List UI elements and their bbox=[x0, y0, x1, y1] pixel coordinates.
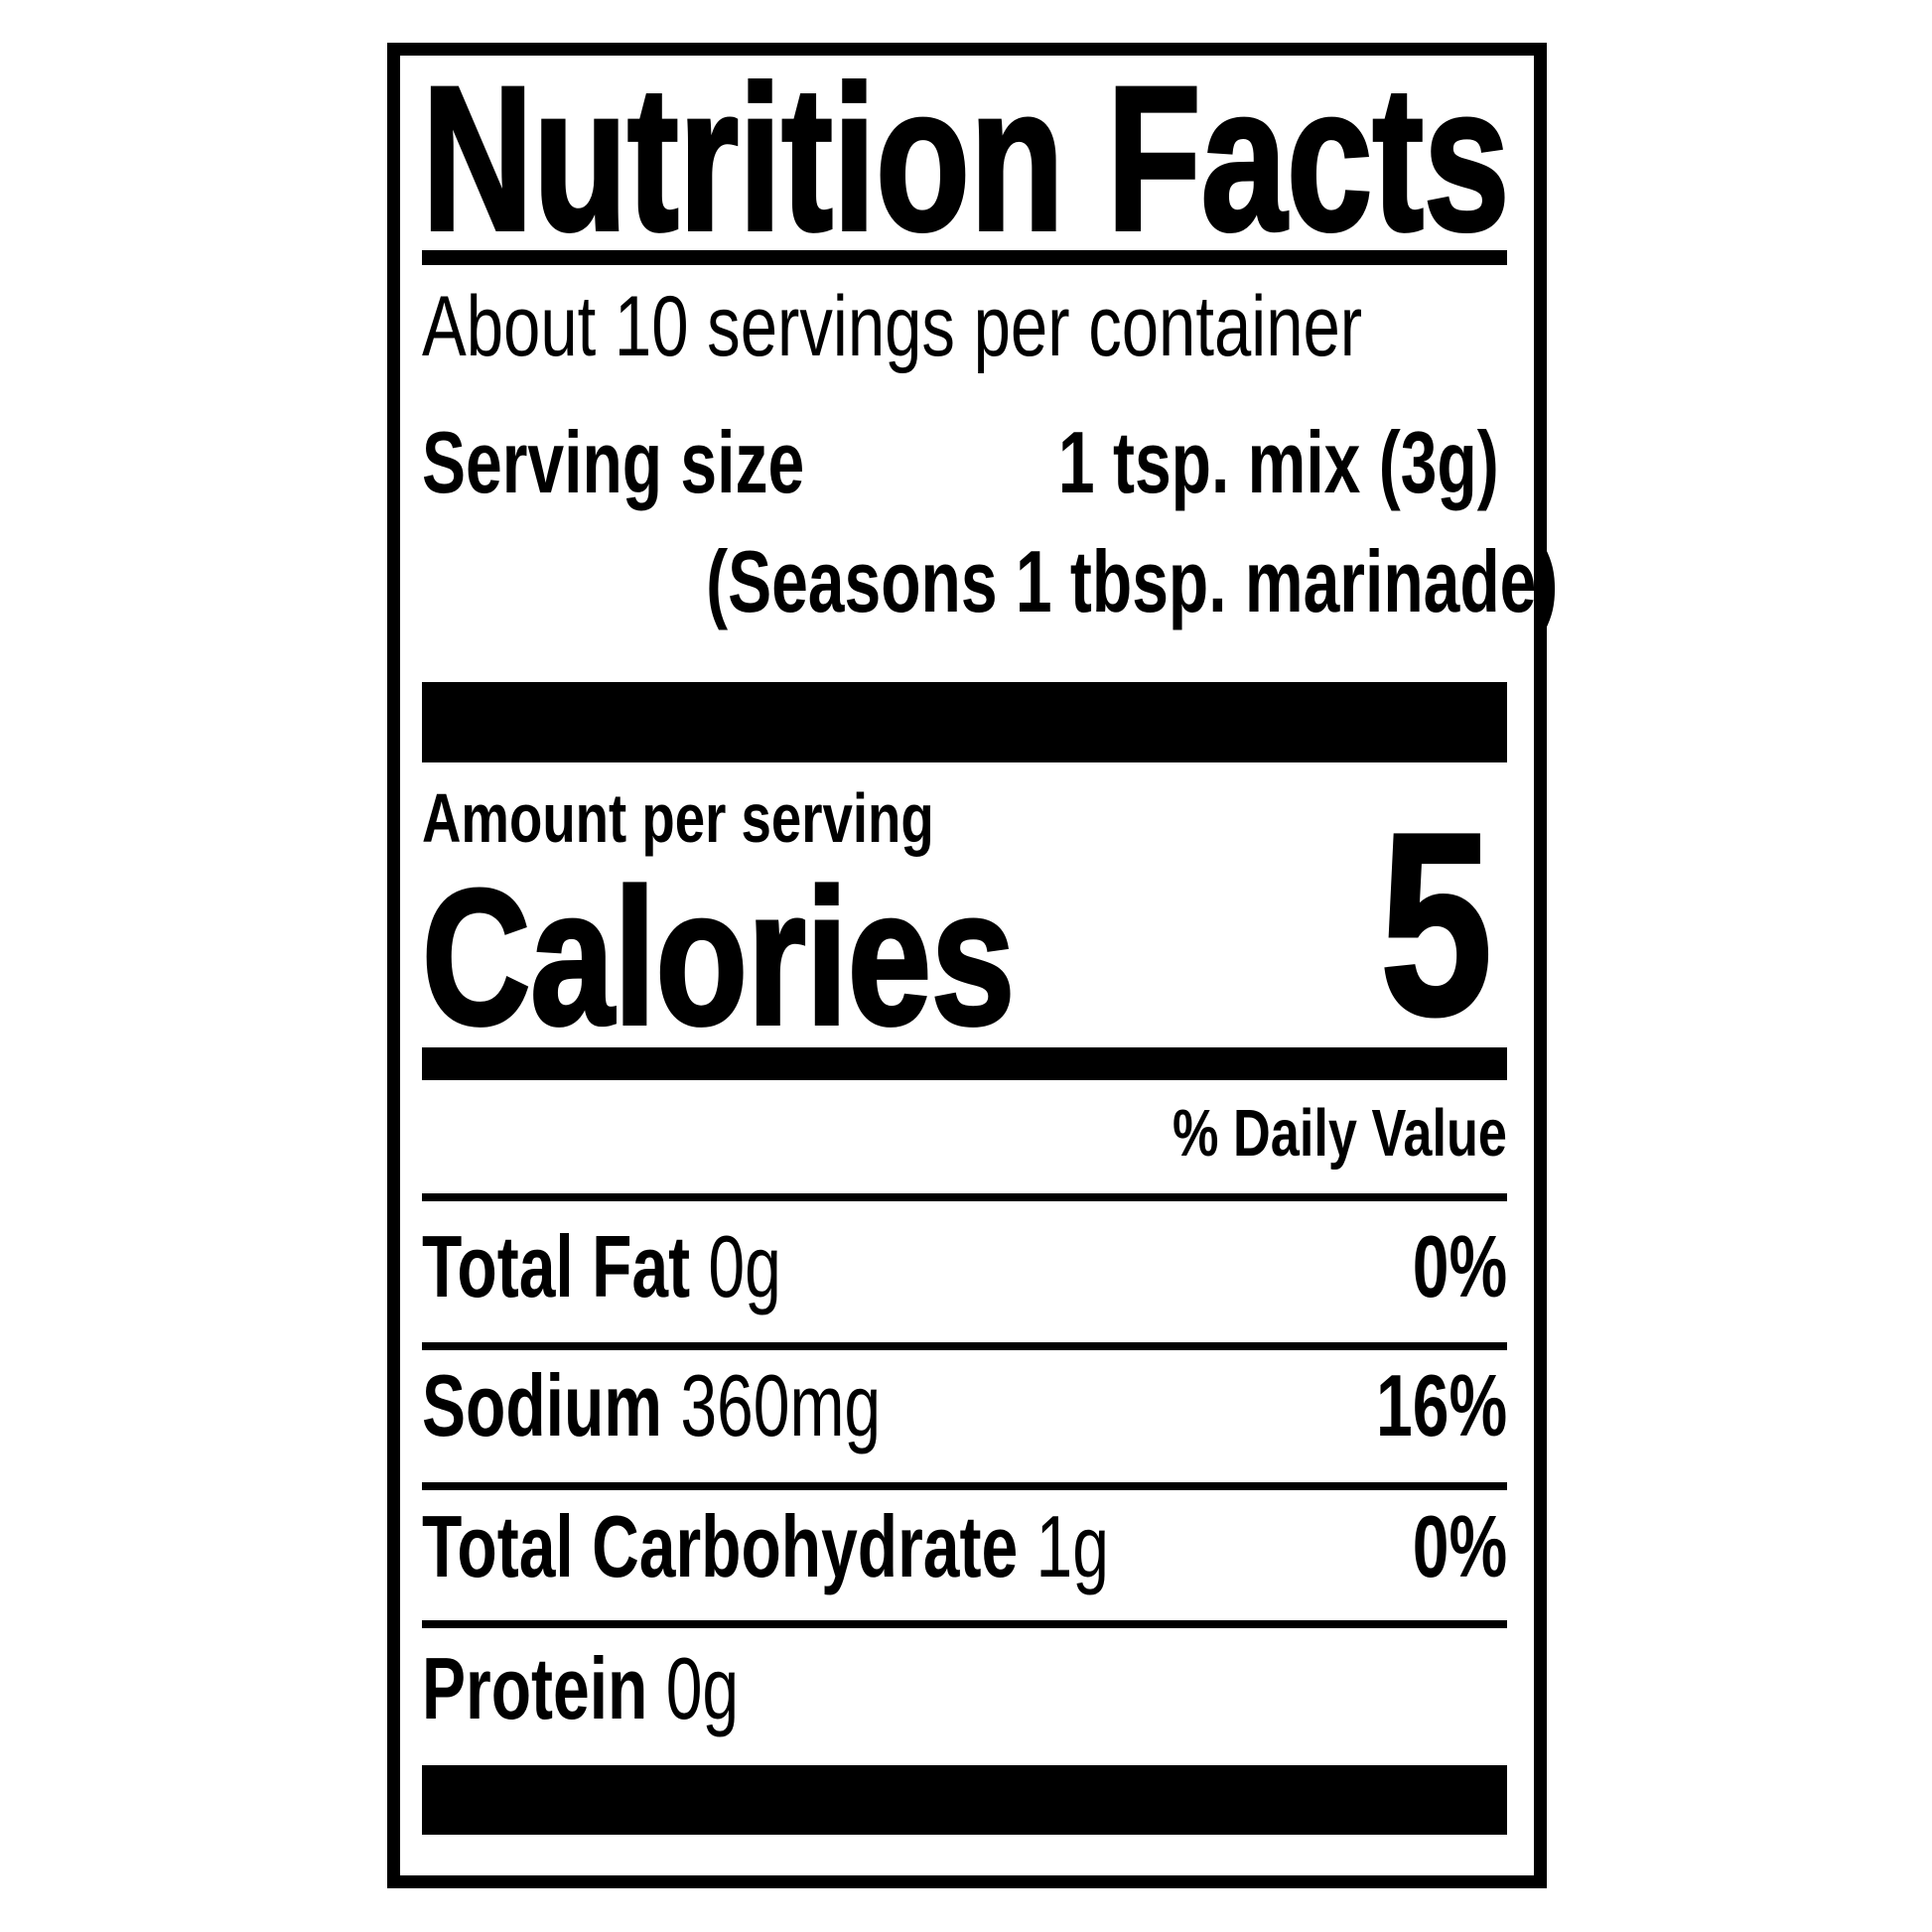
serving-size-row: Serving size 1 tsp. mix (3g) bbox=[422, 419, 1507, 506]
label-title: Nutrition Facts bbox=[421, 44, 1511, 273]
nutrient-amount: 0g bbox=[665, 1639, 740, 1737]
nutrient-name: Protein bbox=[422, 1639, 648, 1737]
label-title-row: Nutrition Facts bbox=[421, 44, 1511, 273]
divider-rule bbox=[422, 1620, 1507, 1628]
serving-size-note-row: (Seasons 1 tbsp. marinade) bbox=[422, 538, 1558, 625]
servings-per-container: About 10 servings per container bbox=[422, 279, 1363, 374]
divider-rule bbox=[422, 1342, 1507, 1350]
serving-size-value: 1 tsp. mix (3g) bbox=[1058, 413, 1499, 511]
serving-size-label: Serving size bbox=[422, 413, 805, 511]
calories-value-row: 5 bbox=[422, 780, 1507, 1069]
nutrient-amount: 0g bbox=[708, 1217, 781, 1315]
nutrient-row-sodium: Sodium 360mg 16% bbox=[422, 1362, 1507, 1449]
daily-value-header: % Daily Value bbox=[1173, 1096, 1507, 1171]
nutrient-row-total-fat: Total Fat 0g 0% bbox=[422, 1223, 1507, 1311]
nutrient-name: Total Carbohydrate bbox=[422, 1497, 1019, 1595]
calories-value: 5 bbox=[1378, 780, 1493, 1069]
title-underline-rule bbox=[422, 250, 1507, 265]
nutrient-row-total-carbohydrate: Total Carbohydrate 1g 0% bbox=[422, 1503, 1507, 1590]
servings-per-container-row: About 10 servings per container bbox=[422, 284, 1507, 369]
nutrient-row-protein: Protein 0g bbox=[422, 1645, 1507, 1732]
nutrient-dv: 0% bbox=[1412, 1497, 1507, 1595]
calories-underline-rule bbox=[422, 1047, 1507, 1080]
bottom-thick-bar bbox=[422, 1765, 1507, 1835]
nutrition-facts-label: Nutrition Facts About 10 servings per co… bbox=[387, 43, 1558, 1888]
nutrient-dv: 0% bbox=[1412, 1217, 1507, 1315]
thick-separator-bar bbox=[422, 682, 1507, 762]
calories-row: Calories bbox=[420, 850, 1507, 1065]
divider-rule bbox=[422, 1193, 1507, 1201]
divider-rule bbox=[422, 1482, 1507, 1490]
amount-per-serving-row: Amount per serving bbox=[422, 783, 1507, 853]
label-content: Nutrition Facts About 10 servings per co… bbox=[420, 44, 1558, 1875]
nutrient-name: Total Fat bbox=[422, 1217, 691, 1315]
daily-value-header-row: % Daily Value bbox=[422, 1100, 1507, 1167]
nutrient-amount: 1g bbox=[1035, 1497, 1109, 1595]
nutrient-name: Sodium bbox=[422, 1356, 662, 1454]
serving-size-note: (Seasons 1 tbsp. marinade) bbox=[706, 532, 1559, 630]
nutrient-amount: 360mg bbox=[680, 1356, 882, 1454]
calories-label: Calories bbox=[420, 850, 1016, 1065]
nutrient-dv: 16% bbox=[1375, 1356, 1507, 1454]
amount-per-serving: Amount per serving bbox=[422, 779, 934, 857]
